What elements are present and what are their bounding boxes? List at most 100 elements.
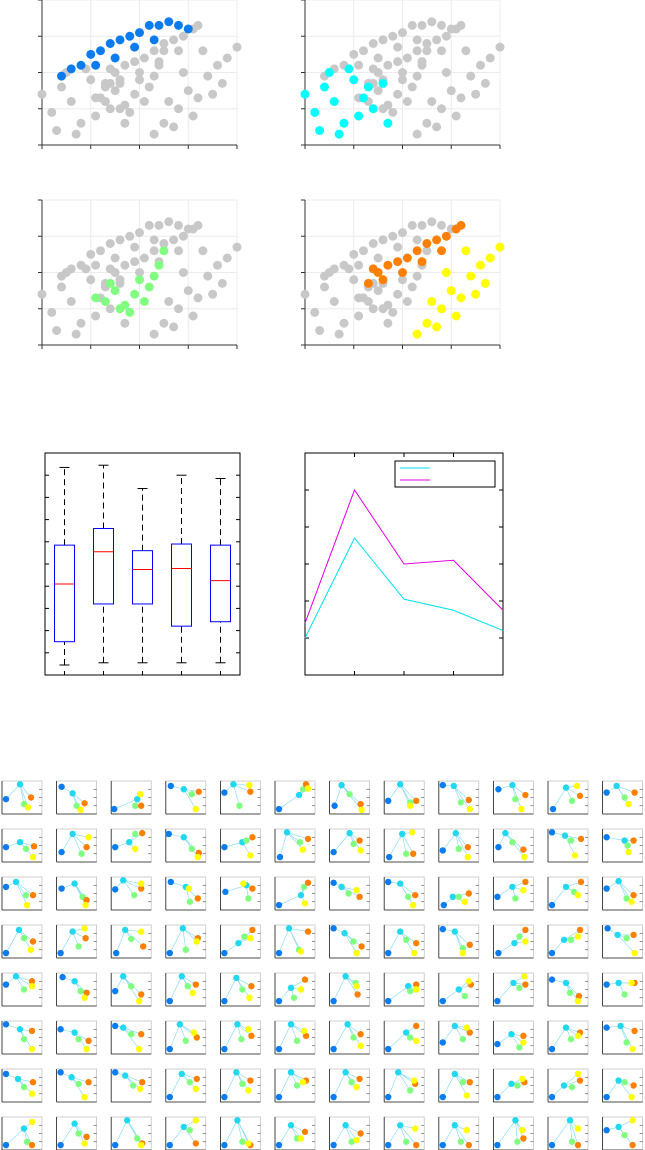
mini-plot <box>547 828 589 863</box>
point <box>115 304 125 314</box>
point <box>174 246 183 256</box>
box <box>54 544 75 643</box>
mini-plot <box>438 972 480 1007</box>
point <box>339 318 349 328</box>
mini-plot <box>492 876 534 911</box>
point <box>320 282 329 292</box>
box <box>210 544 231 623</box>
point <box>22 845 30 852</box>
point <box>130 242 140 252</box>
point <box>193 93 203 103</box>
point <box>629 1117 636 1124</box>
point <box>485 253 495 263</box>
point <box>166 997 173 1005</box>
point <box>139 297 149 306</box>
link <box>606 1080 619 1098</box>
point <box>514 1082 521 1089</box>
point <box>83 1133 90 1141</box>
point <box>407 220 417 230</box>
point <box>378 35 388 45</box>
point <box>192 805 199 813</box>
point <box>451 111 461 121</box>
point <box>122 926 129 934</box>
point <box>495 843 502 851</box>
point <box>359 246 368 256</box>
mini-plot <box>602 1116 643 1150</box>
point <box>512 895 519 902</box>
point <box>521 853 528 861</box>
point <box>130 42 140 52</box>
point <box>81 264 91 274</box>
link <box>169 1073 183 1098</box>
mini-plot <box>274 1068 316 1103</box>
point <box>521 973 528 980</box>
link <box>115 929 126 954</box>
point <box>388 31 398 41</box>
point <box>2 981 10 988</box>
point <box>296 839 304 846</box>
point <box>354 60 364 70</box>
point <box>574 1125 582 1132</box>
point <box>465 978 472 985</box>
point <box>359 93 368 103</box>
point <box>571 852 579 859</box>
point <box>185 885 192 892</box>
point <box>135 275 144 285</box>
point <box>115 75 125 85</box>
point <box>82 901 89 909</box>
point <box>174 20 183 30</box>
point <box>562 784 570 791</box>
mini-plot <box>274 828 316 863</box>
point <box>166 949 173 957</box>
point <box>76 60 86 70</box>
mini-plot <box>219 780 261 815</box>
link <box>72 833 82 854</box>
point <box>522 981 529 988</box>
point <box>164 97 174 106</box>
link <box>333 976 346 1002</box>
point <box>353 1136 360 1144</box>
point <box>330 925 337 932</box>
mini-plot <box>547 876 589 911</box>
link <box>387 1032 407 1050</box>
point <box>159 239 169 248</box>
point <box>413 986 420 993</box>
point <box>164 17 174 27</box>
point <box>75 1035 82 1043</box>
point <box>71 129 81 139</box>
point <box>334 329 344 339</box>
point <box>57 1141 64 1149</box>
point <box>193 1075 200 1083</box>
point <box>373 253 383 263</box>
point <box>247 852 254 859</box>
link <box>333 1125 346 1146</box>
point <box>509 839 516 846</box>
point <box>354 311 364 321</box>
point <box>353 983 360 990</box>
point <box>350 1034 357 1041</box>
point <box>135 228 144 238</box>
point <box>130 1082 137 1089</box>
point <box>24 804 32 811</box>
point <box>624 842 631 849</box>
point <box>603 834 610 841</box>
point <box>167 878 174 886</box>
point <box>300 883 308 891</box>
point <box>520 1032 527 1040</box>
point <box>383 260 393 270</box>
mini-plot <box>1 1020 43 1055</box>
mini-plot <box>165 876 207 911</box>
mini-plot <box>110 972 152 1007</box>
point <box>293 1082 301 1089</box>
point <box>495 949 502 957</box>
point <box>174 304 183 314</box>
point <box>621 837 628 844</box>
point <box>344 264 354 274</box>
point <box>463 1127 470 1134</box>
point <box>132 830 139 838</box>
link <box>183 837 200 854</box>
point <box>213 60 222 70</box>
point <box>574 891 582 899</box>
point <box>154 20 164 30</box>
mini-frame <box>602 828 643 863</box>
